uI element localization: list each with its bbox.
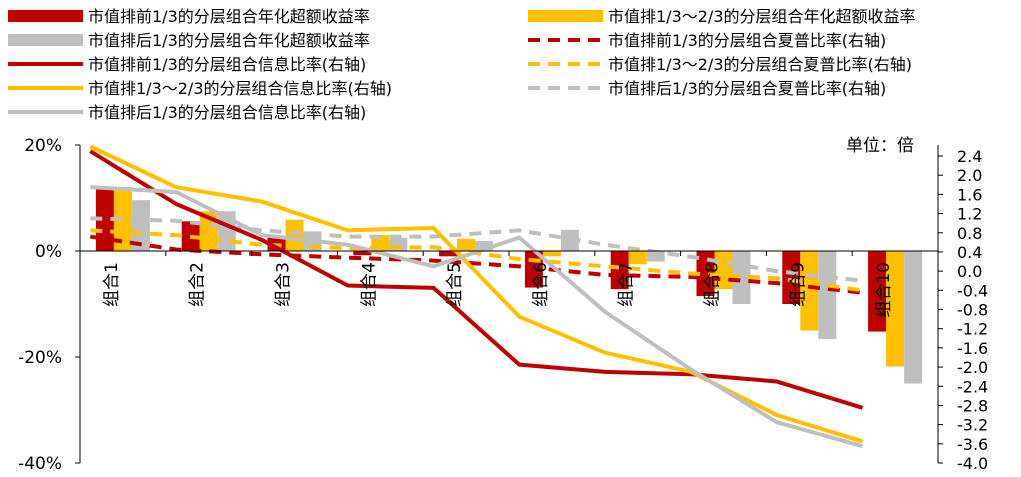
bar	[782, 251, 801, 304]
legend-label: 市值排后1/3的分层组合年化超额收益率	[88, 31, 370, 50]
legend-swatch	[528, 10, 603, 22]
legend-label: 市值排前1/3的分层组合年化超额收益率	[88, 7, 370, 26]
category-label: 组合2	[188, 262, 208, 307]
bar	[113, 186, 132, 251]
bar	[818, 251, 837, 339]
right-tick-label: 1.2	[957, 205, 982, 224]
bar	[800, 251, 819, 331]
legend-label: 市值排1/3～2/3的分层组合年化超额收益率	[608, 7, 916, 26]
bar	[353, 251, 372, 256]
left-tick-label: 20%	[24, 136, 62, 156]
legend-label: 市值排后1/3的分层组合信息比率(右轴)	[88, 103, 366, 122]
legend-swatch	[8, 10, 83, 22]
right-tick-label: 0.0	[957, 262, 982, 281]
right-tick-label: -2.8	[957, 396, 988, 415]
category-label: 组合4	[359, 262, 379, 307]
left-tick-label: -20%	[18, 348, 62, 368]
category-label: 组合7	[617, 262, 637, 307]
bar	[904, 251, 923, 384]
category-label: 组合9	[788, 262, 808, 307]
right-tick-label: -3.2	[957, 416, 988, 435]
right-tick-label: -1.2	[957, 320, 988, 339]
right-tick-label: 1.6	[957, 185, 982, 204]
right-tick-label: -2.0	[957, 358, 988, 377]
legend: 市值排前1/3的分层组合年化超额收益率 市值排1/3～2/3的分层组合年化超额收益…	[8, 7, 916, 122]
series-line	[89, 144, 864, 444]
series-line	[90, 185, 864, 449]
right-tick-label: 2.0	[957, 166, 982, 185]
right-tick-label: -0.8	[957, 301, 988, 320]
right-tick-label: -4.0	[957, 454, 988, 473]
bar	[696, 251, 715, 297]
left-tick-label: 0%	[35, 242, 62, 262]
series-line	[89, 234, 863, 295]
legend-label: 市值排1/3～2/3的分层组合信息比率(右轴)	[88, 79, 392, 98]
axes: 20% 0% -20% -40% 2.42.01.61.20.80.40.0-0.4-0…	[18, 136, 988, 474]
legend-label: 市值排1/3～2/3的分层组合夏普比率(右轴)	[608, 55, 912, 74]
bar	[131, 200, 150, 251]
bar	[646, 251, 665, 262]
category-label: 组合10	[874, 262, 894, 318]
bar	[285, 219, 304, 251]
lines	[89, 144, 864, 449]
right-tick-label: -2.4	[957, 377, 988, 396]
bars	[95, 186, 923, 384]
legend-label: 市值排前1/3的分层组合夏普比率(右轴)	[608, 31, 886, 50]
legend-swatch	[8, 34, 83, 46]
bar	[542, 251, 561, 257]
category-label: 组合3	[274, 262, 294, 307]
bar	[610, 251, 629, 290]
legend-label: 市值排后1/3的分层组合夏普比率(右轴)	[608, 79, 886, 98]
right-tick-label: 2.4	[957, 147, 982, 166]
category-label: 组合8	[703, 262, 723, 307]
bar	[95, 189, 114, 251]
right-tick-label: -3.6	[957, 435, 988, 454]
category-label: 组合5	[445, 262, 465, 307]
bar	[457, 238, 476, 251]
unit-label: 单位：倍	[846, 136, 914, 156]
series-line	[89, 149, 864, 410]
left-tick-label: -40%	[18, 454, 62, 474]
bar	[886, 251, 905, 367]
category-label: 组合1	[102, 262, 122, 307]
series-line	[90, 216, 863, 283]
right-tick-label: -0.4	[957, 281, 988, 300]
right-tick-label: 0.4	[957, 243, 982, 262]
right-tick-label: 0.8	[957, 224, 982, 243]
right-tick-label: -1.6	[957, 339, 988, 358]
legend-label: 市值排前1/3的分层组合信息比率(右轴)	[88, 55, 366, 74]
bar	[439, 251, 458, 257]
bar	[628, 251, 647, 265]
category-label: 组合6	[531, 262, 551, 307]
bar	[868, 251, 887, 332]
bar	[475, 240, 494, 251]
